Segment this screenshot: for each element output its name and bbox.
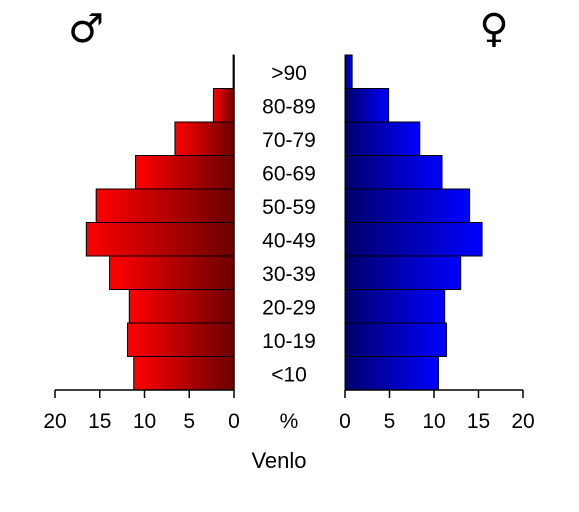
female-bar-0 — [344, 54, 353, 89]
male-tick-label-2: 10 — [133, 410, 156, 433]
female-tick-label-3: 15 — [467, 410, 490, 433]
age-label-0: >90 — [271, 62, 307, 85]
male-bar-9 — [133, 356, 235, 391]
male-bar-6 — [109, 255, 235, 290]
female-tick-label-1: 5 — [384, 410, 396, 433]
age-label-9: <10 — [271, 363, 307, 386]
male-bar-5 — [85, 222, 235, 257]
chart-caption: Venlo — [251, 448, 306, 473]
male-percent-axis: 20 15 10 5 0 — [43, 389, 240, 433]
age-label-8: 10-19 — [262, 330, 316, 353]
age-label-2: 70-79 — [262, 129, 316, 152]
male-bar-7 — [128, 289, 235, 324]
male-bar-2 — [174, 121, 235, 156]
male-tick-label-0: 20 — [43, 410, 66, 433]
female-bar-2 — [344, 121, 421, 156]
female-bar-1 — [344, 88, 390, 123]
female-tick-label-0: 0 — [339, 410, 351, 433]
female-bar-4 — [344, 188, 471, 223]
female-bar-8 — [344, 322, 447, 357]
female-tick-label-2: 10 — [422, 410, 445, 433]
male-symbol-icon: ♂ — [68, 6, 104, 52]
male-bars — [85, 54, 235, 391]
age-label-1: 80-89 — [262, 95, 316, 118]
female-bar-6 — [344, 255, 462, 290]
female-symbol-icon: ♀ — [479, 6, 508, 52]
male-bar-4 — [95, 188, 235, 223]
female-bar-7 — [344, 289, 446, 324]
male-bar-8 — [126, 322, 235, 357]
age-label-6: 30-39 — [262, 263, 316, 286]
female-bar-9 — [344, 356, 439, 391]
percent-unit-label: % — [280, 410, 299, 433]
female-tick-label-4: 20 — [511, 410, 534, 433]
female-percent-axis: 0 5 10 15 20 — [339, 389, 535, 433]
age-label-4: 50-59 — [262, 196, 316, 219]
female-bars — [344, 54, 483, 391]
male-tick-label-1: 15 — [88, 410, 111, 433]
male-bar-3 — [135, 155, 235, 190]
male-tick-label-3: 5 — [183, 410, 195, 433]
age-group-labels: >90 80-89 70-79 60-69 50-59 40-49 30-39 20-29 10… — [262, 62, 316, 387]
male-tick-label-4: 0 — [228, 410, 240, 433]
female-bar-5 — [344, 222, 483, 257]
female-bar-3 — [344, 155, 443, 190]
age-label-3: 60-69 — [262, 162, 316, 185]
age-label-5: 40-49 — [262, 229, 316, 252]
male-bar-1 — [212, 88, 235, 123]
age-label-7: 20-29 — [262, 296, 316, 319]
